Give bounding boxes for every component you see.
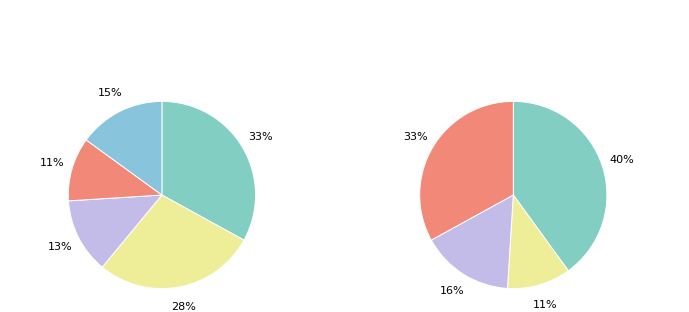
Text: 28%: 28% [171, 302, 196, 312]
Wedge shape [68, 195, 162, 267]
Wedge shape [86, 101, 162, 195]
Text: 16%: 16% [440, 286, 464, 296]
Wedge shape [102, 195, 244, 289]
Wedge shape [420, 101, 513, 240]
Wedge shape [68, 140, 162, 201]
Text: 15%: 15% [98, 88, 123, 98]
Text: 33%: 33% [248, 132, 273, 142]
Wedge shape [507, 195, 568, 289]
Wedge shape [162, 101, 256, 240]
Text: 11%: 11% [40, 158, 65, 168]
Wedge shape [431, 195, 513, 288]
Wedge shape [513, 101, 607, 271]
Text: 33%: 33% [402, 132, 427, 142]
Text: 11%: 11% [533, 300, 557, 310]
Text: 13%: 13% [48, 242, 72, 252]
Text: 40%: 40% [610, 155, 635, 165]
